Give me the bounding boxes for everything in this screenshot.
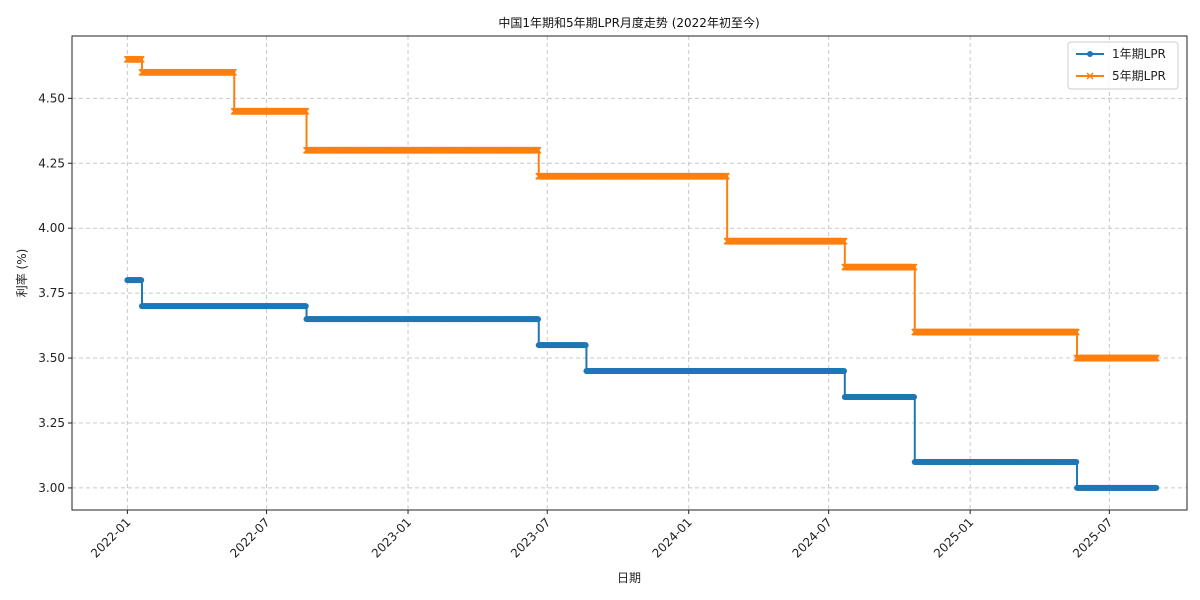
- data-point: [840, 237, 848, 245]
- data-point: [302, 303, 309, 310]
- y-tick-label: 3.00: [38, 481, 65, 495]
- y-tick-label: 3.50: [38, 351, 65, 365]
- legend-marker-2: [1086, 72, 1094, 80]
- plot-frame: [71, 35, 1188, 511]
- series-markers-2: [123, 55, 1160, 362]
- series-layer: [123, 55, 1160, 491]
- legend-marker-1: [1087, 51, 1093, 57]
- grid: [72, 36, 1187, 510]
- data-point: [229, 68, 238, 76]
- data-point: [302, 107, 310, 115]
- data-point: [138, 277, 145, 284]
- y-tick-label: 4.50: [38, 91, 65, 105]
- series-markers-1: [124, 277, 1160, 491]
- y-tick-label: 3.25: [38, 416, 65, 430]
- x-axis-label: 日期: [617, 571, 641, 585]
- data-point: [841, 368, 848, 375]
- data-point: [910, 263, 918, 271]
- data-point: [534, 316, 541, 323]
- data-point: [1072, 328, 1080, 336]
- y-tick-label: 4.00: [38, 221, 65, 235]
- data-point: [534, 146, 542, 154]
- y-tick-label: 3.75: [38, 286, 65, 300]
- y-axis-label: 利率 (%): [14, 249, 29, 298]
- data-point: [1073, 458, 1080, 465]
- data-point: [1153, 484, 1160, 491]
- data-point: [1152, 354, 1160, 362]
- y-tick-label: 4.25: [38, 156, 65, 170]
- data-point: [137, 55, 145, 63]
- legend-label-2: 5年期LPR: [1112, 69, 1166, 83]
- chart-title: 中国1年期和5年期LPR月度走势 (2022年初至今): [498, 15, 759, 30]
- data-point: [582, 342, 589, 349]
- data-point: [911, 394, 918, 401]
- legend-label-1: 1年期LPR: [1112, 47, 1166, 61]
- data-point: [722, 172, 730, 180]
- legend: 1年期LPR 5年期LPR: [1067, 41, 1179, 90]
